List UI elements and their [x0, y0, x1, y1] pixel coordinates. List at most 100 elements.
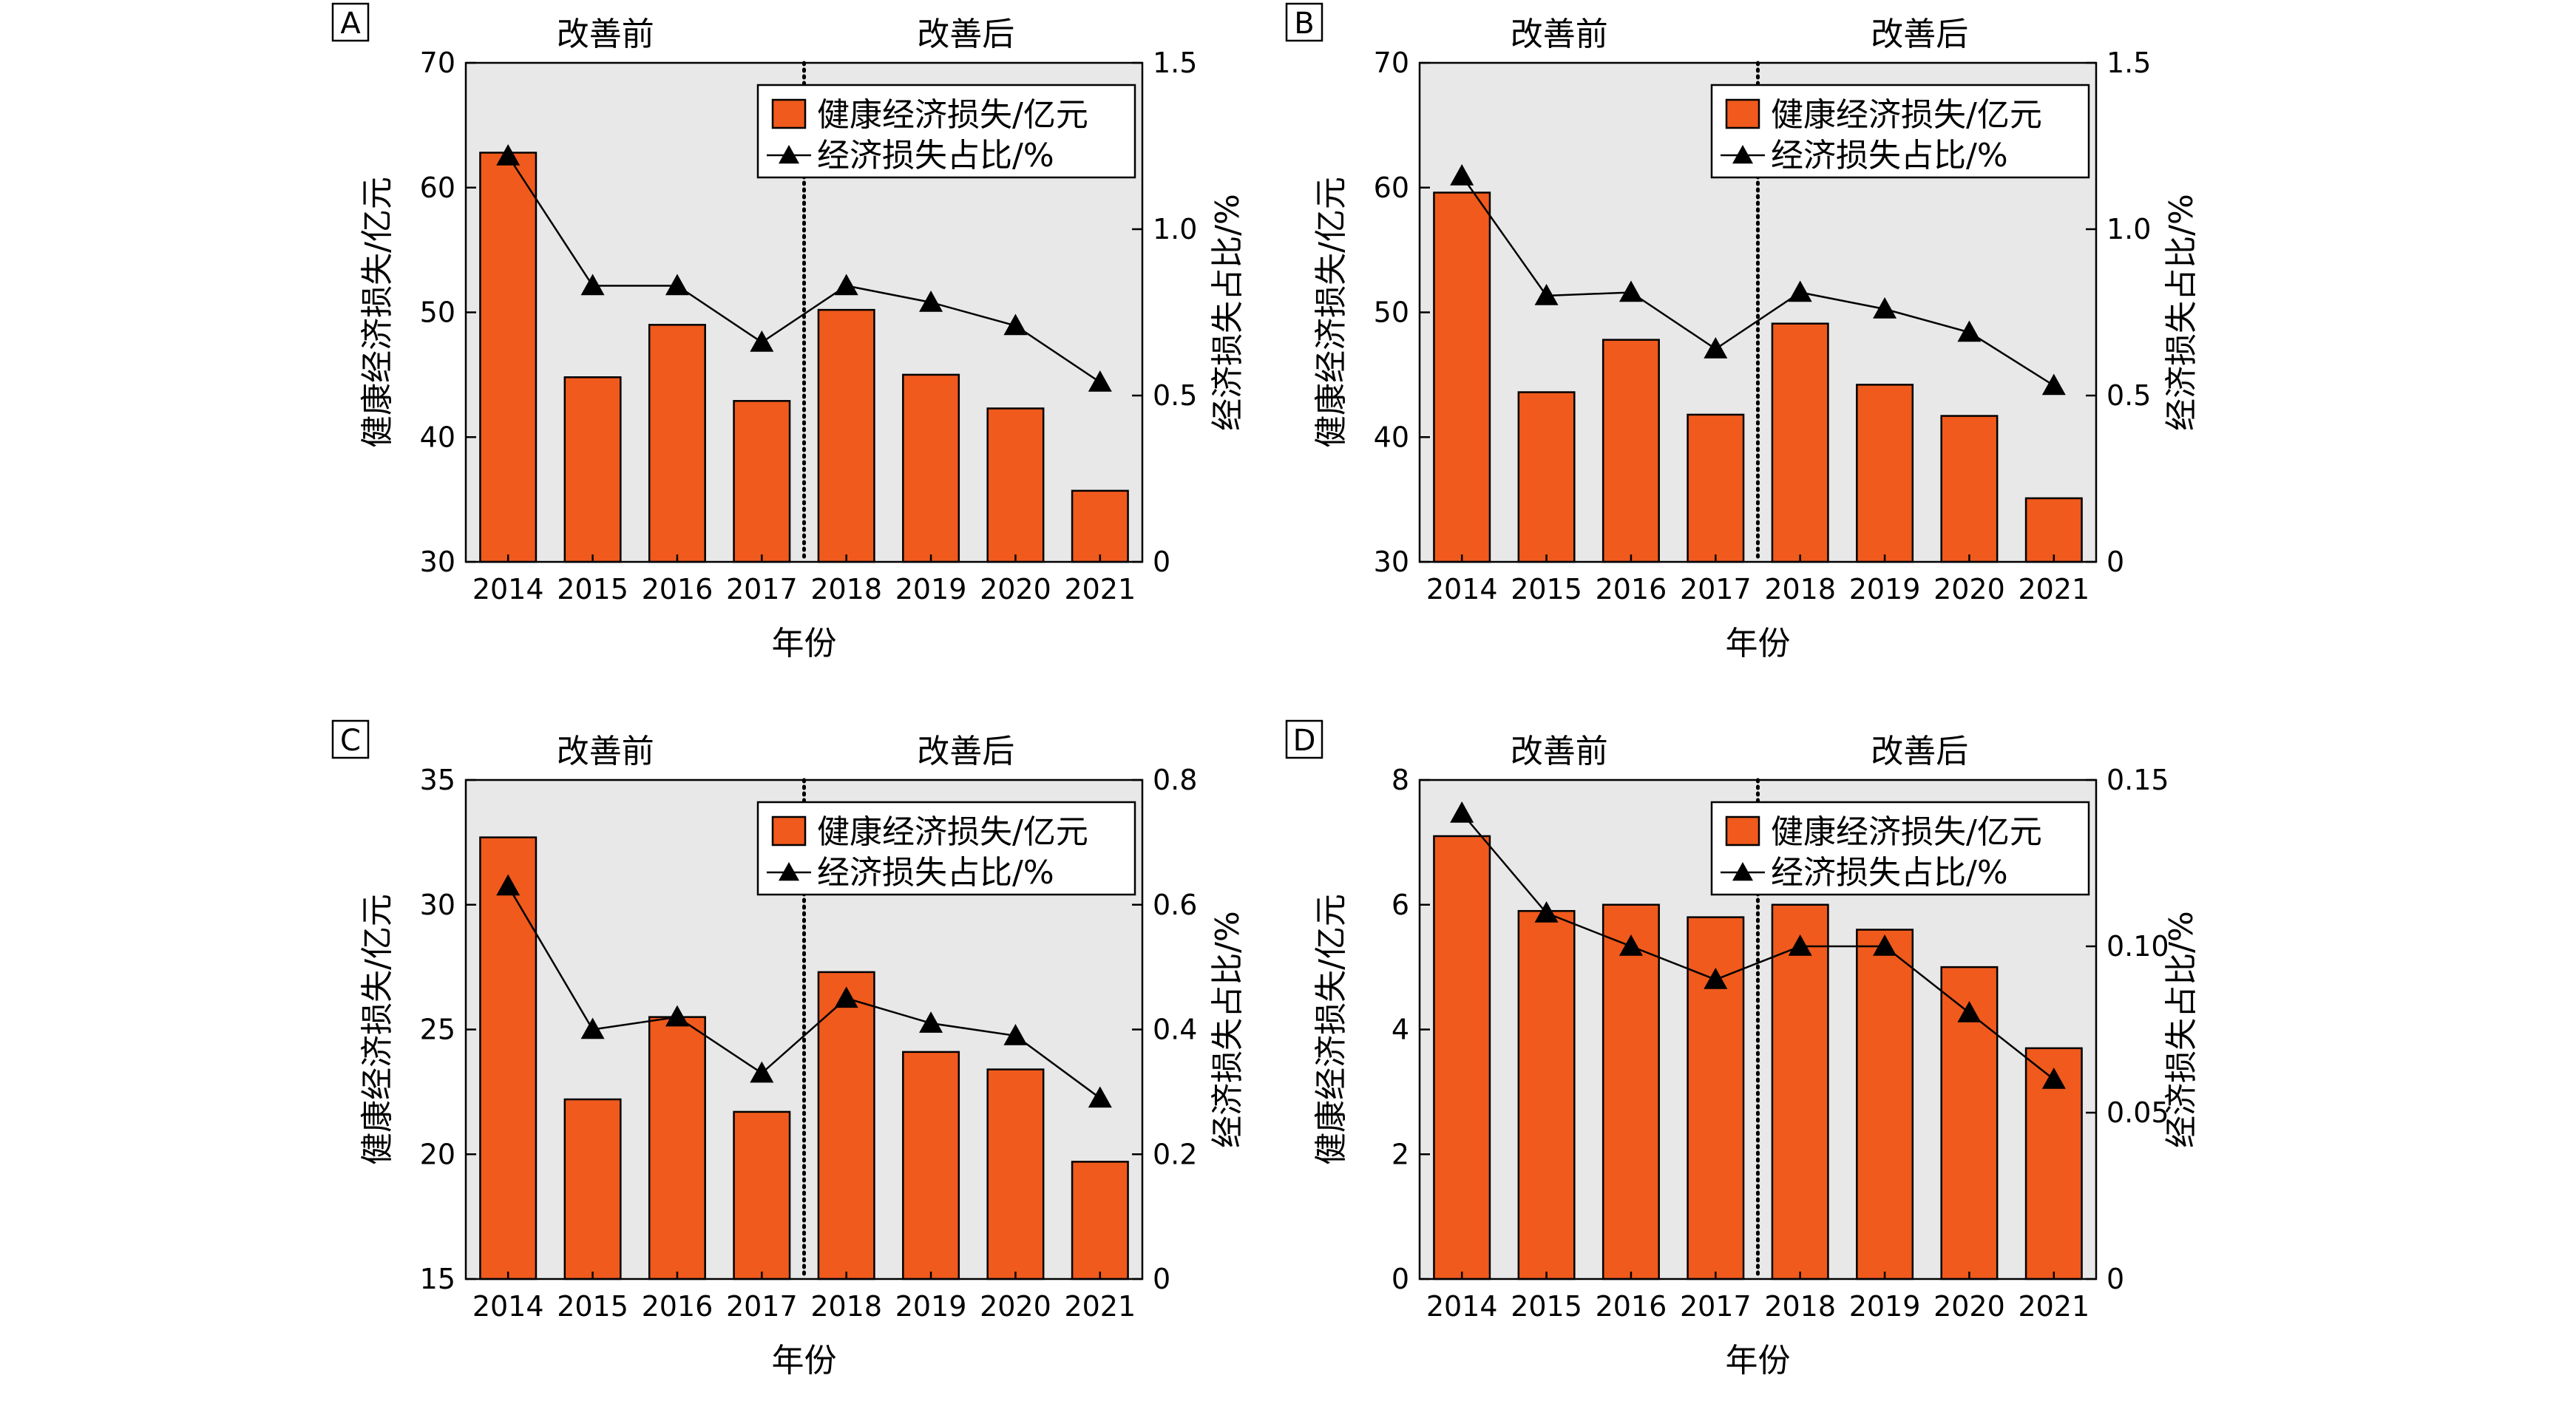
y2-tick-label: 0.15 — [2106, 764, 2169, 796]
y2-axis-title: 经济损失占比/% — [2163, 911, 2200, 1148]
chart-panel-c: C 改善前 改善后 15 20 25 30 35 0 0.2 0.4 0.6 0.8 2014 2015 20… — [331, 719, 1247, 1380]
panel-label-box — [331, 2, 370, 42]
panel-label-box — [331, 719, 370, 759]
bar-2019 — [902, 373, 960, 563]
y-tick-label: 25 — [420, 1014, 455, 1046]
ratio-point-2014 — [1450, 801, 1474, 823]
ratio-point-2021 — [1088, 370, 1112, 392]
chart-panel-b: B 改善前 改善后 30 40 50 60 70 0 0.5 1.0 1.5 2014 2015 2016 2… — [1285, 2, 2200, 662]
y-axis-title: 健康经济损失/亿元 — [359, 177, 396, 448]
x-tick-label: 2018 — [810, 573, 882, 605]
bar-2015 — [1517, 391, 1576, 563]
x-tick-label: 2015 — [1511, 1290, 1582, 1323]
legend-box — [756, 84, 1136, 179]
bar-2014 — [479, 836, 538, 1280]
y2-axis-title: 经济损失占比/% — [1209, 911, 1247, 1148]
ratio-point-2016 — [1619, 934, 1643, 956]
ratio-point-2017 — [1704, 968, 1728, 989]
legend-bar-label: 健康经济损失/亿元 — [1771, 96, 2042, 134]
x-tick-label: 2020 — [980, 1290, 1051, 1323]
y-tick-label: 60 — [420, 172, 455, 204]
ratio-point-2019 — [1873, 297, 1897, 319]
ratio-point-2015 — [1534, 284, 1559, 305]
ratio-point-2014 — [496, 874, 521, 896]
legend-bar-label: 健康经济损失/亿元 — [1771, 813, 2042, 851]
y-axis-title: 健康经济损失/亿元 — [1312, 177, 1350, 448]
period-label-before: 改善前 — [557, 16, 654, 53]
legend-box — [1710, 801, 2090, 896]
legend-bar-swatch — [771, 98, 807, 129]
y-tick-label: 30 — [420, 546, 455, 578]
x-tick-label: 2020 — [1933, 1290, 2005, 1323]
y2-tick-label: 0.5 — [2106, 379, 2151, 412]
bar-2020 — [1940, 415, 1999, 563]
x-tick-label: 2021 — [1064, 1290, 1136, 1323]
panel-label: C — [340, 724, 361, 758]
y2-tick-label: 1.0 — [2106, 213, 2151, 245]
y-tick-label: 30 — [1374, 546, 1409, 578]
x-tick-label: 2015 — [557, 573, 628, 605]
legend-bar-swatch — [1725, 815, 1760, 847]
ratio-point-2018 — [1788, 280, 1812, 302]
bar-2014 — [479, 152, 538, 563]
y-tick-label: 0 — [1392, 1263, 1409, 1295]
legend-line-label: 经济损失占比/% — [1771, 854, 2008, 892]
legend-line-label: 经济损失占比/% — [817, 137, 1054, 174]
legend-triangle-icon — [1732, 862, 1753, 881]
legend-triangle-icon — [779, 862, 799, 881]
y2-tick-label: 0 — [1153, 1263, 1170, 1295]
ratio-point-2016 — [1619, 280, 1643, 302]
x-tick-label: 2020 — [1933, 573, 2005, 605]
y2-tick-label: 0.10 — [2106, 930, 2169, 963]
ratio-point-2020 — [1957, 1001, 1982, 1022]
x-tick-label: 2017 — [726, 1290, 798, 1323]
y2-tick-label: 0.2 — [1153, 1138, 1197, 1170]
panel-label: D — [1293, 724, 1316, 758]
ratio-point-2017 — [750, 1061, 774, 1083]
bar-2021 — [1071, 1161, 1129, 1280]
y2-axis-title: 经济损失占比/% — [1209, 194, 1247, 431]
period-label-after: 改善后 — [1871, 16, 1968, 53]
y-tick-label: 40 — [420, 421, 455, 453]
legend-bar-label: 健康经济损失/亿元 — [817, 96, 1088, 134]
x-axis-title: 年份 — [1726, 1342, 1791, 1380]
y2-tick-label: 1.5 — [2106, 47, 2151, 79]
bar-2017 — [1687, 413, 1745, 563]
ratio-point-2019 — [919, 291, 943, 312]
ratio-point-2014 — [496, 144, 521, 166]
bar-2015 — [563, 1098, 622, 1280]
ratio-point-2020 — [1957, 320, 1982, 342]
period-label-before: 改善前 — [1511, 733, 1608, 770]
legend-line-label: 经济损失占比/% — [817, 854, 1054, 892]
x-tick-label: 2016 — [642, 1290, 714, 1323]
ratio-point-2018 — [834, 986, 858, 1008]
bar-2014 — [1433, 191, 1491, 563]
y-axis-title: 健康经济损失/亿元 — [359, 894, 396, 1165]
bar-2021 — [2024, 497, 2083, 563]
ratio-point-2014 — [1450, 164, 1474, 186]
bar-2015 — [1517, 909, 1576, 1280]
y-tick-label: 50 — [1374, 296, 1409, 329]
x-tick-label: 2016 — [642, 573, 714, 605]
ratio-line — [1461, 175, 2055, 387]
y-tick-label: 70 — [420, 47, 455, 79]
ratio-point-2021 — [2041, 373, 2066, 396]
legend-bar-swatch — [771, 815, 807, 847]
y2-tick-label: 0.5 — [1153, 379, 1197, 412]
legend-bar-swatch — [1725, 98, 1760, 129]
legend-line-label: 经济损失占比/% — [1771, 137, 2008, 174]
bar-2017 — [733, 1110, 791, 1280]
bar-2016 — [648, 1016, 706, 1280]
legend-triangle-icon — [779, 145, 799, 164]
x-tick-label: 2019 — [895, 573, 967, 605]
chart-panel-d: D 改善前 改善后 0 2 4 6 8 0 0.05 0.10 0.15 2014 2015 2016 201… — [1285, 719, 2200, 1380]
ratio-point-2015 — [1534, 901, 1559, 923]
ratio-point-2020 — [1003, 313, 1028, 336]
y2-tick-label: 0 — [1153, 546, 1170, 578]
x-axis-title: 年份 — [772, 1342, 837, 1380]
y-tick-label: 2 — [1392, 1138, 1409, 1170]
y-axis-title: 健康经济损失/亿元 — [1312, 894, 1350, 1165]
